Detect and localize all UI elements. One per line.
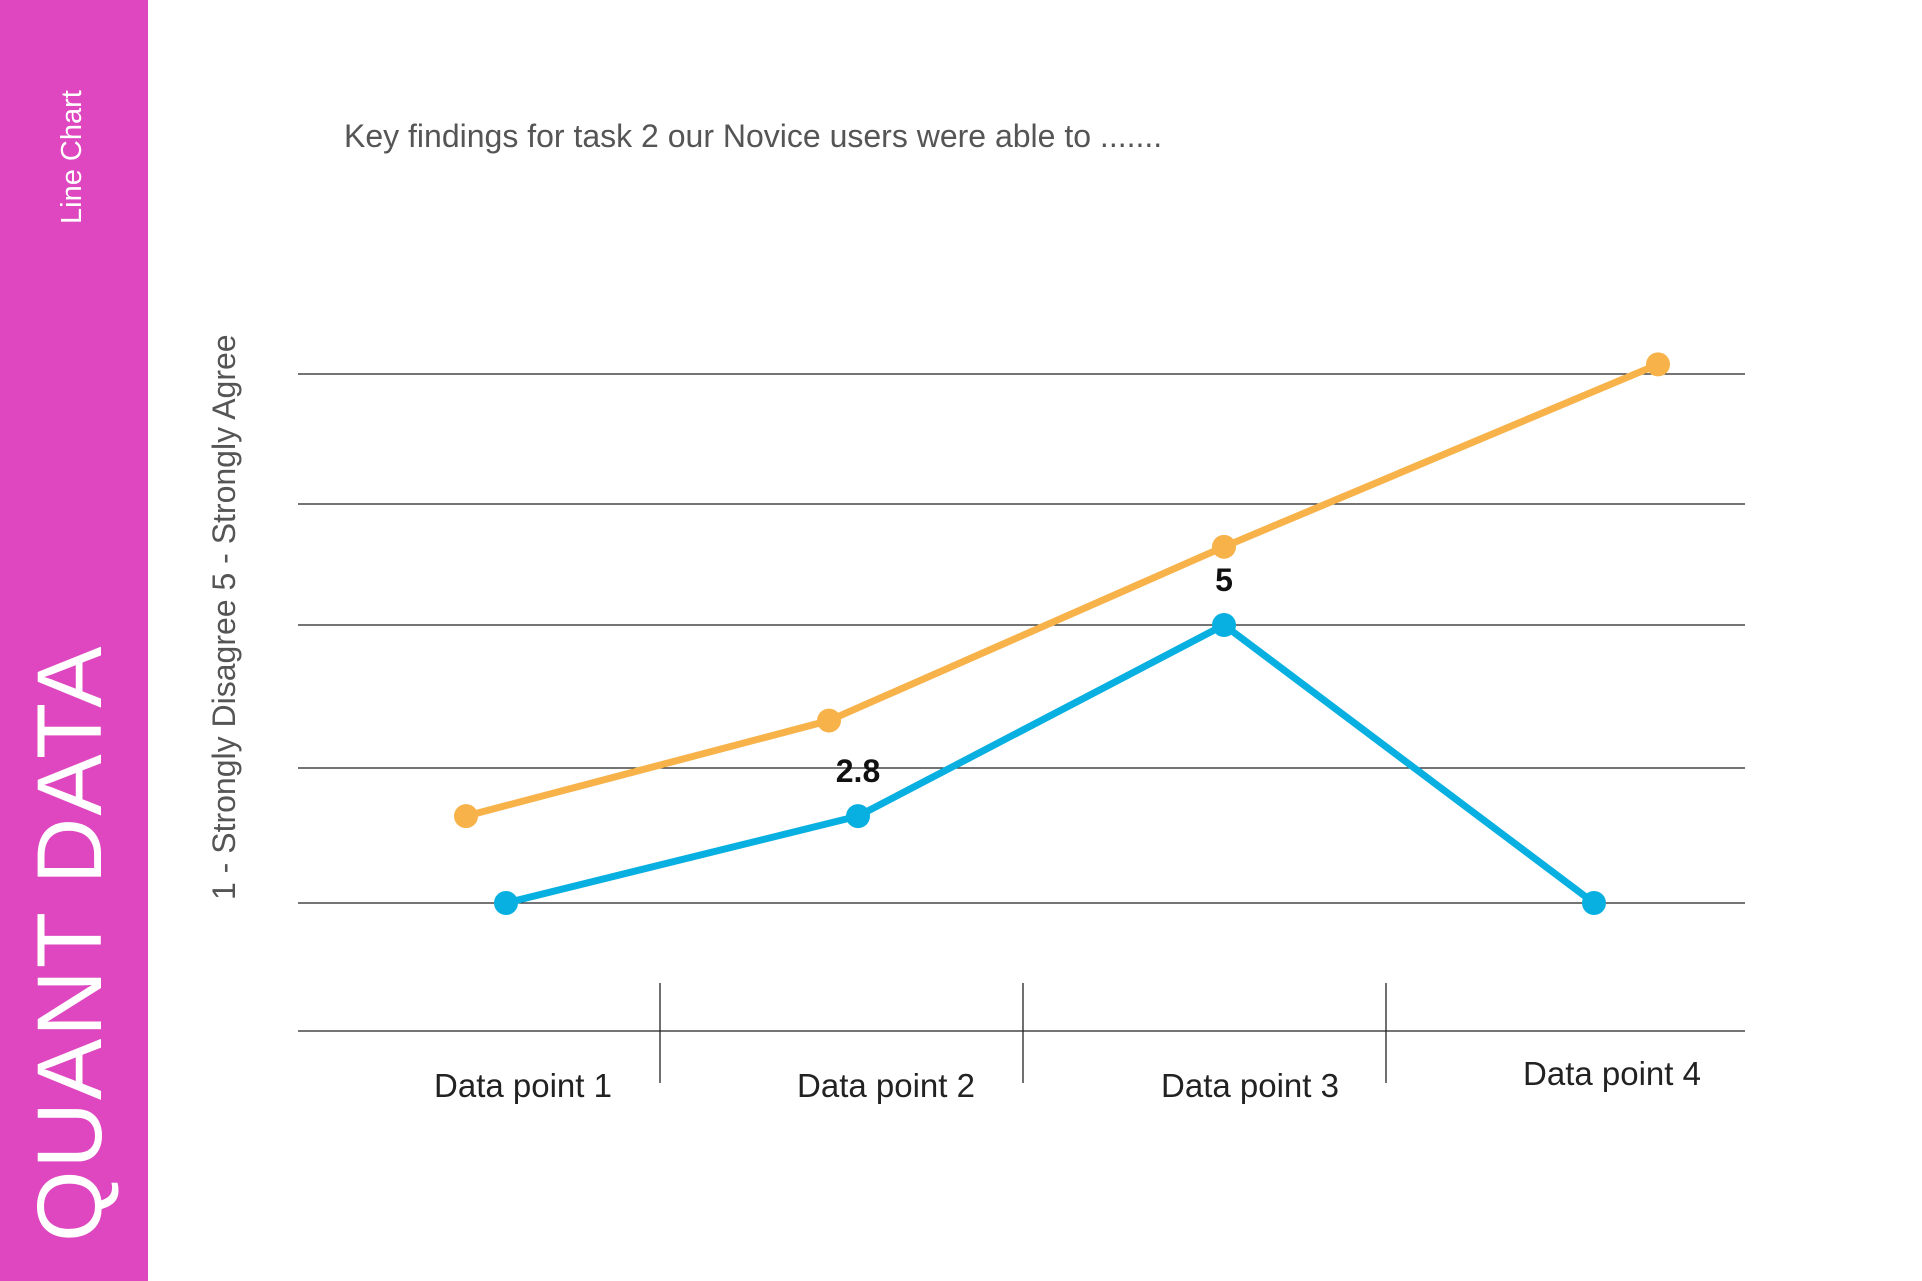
category-label: Data point 2 [797, 1067, 975, 1104]
data-label: 5 [1215, 562, 1233, 598]
category-label: Data point 1 [434, 1067, 612, 1104]
series-line [462, 360, 1662, 820]
data-point [1212, 613, 1236, 637]
data-point [1212, 534, 1236, 559]
series-line [502, 621, 1598, 907]
data-point [494, 891, 518, 915]
category-label: Data point 3 [1161, 1067, 1339, 1104]
data-point [1582, 891, 1606, 915]
data-point [1646, 352, 1670, 377]
data-label: 2.8 [836, 753, 880, 789]
data-point [817, 708, 841, 733]
data-point [846, 804, 870, 829]
sidebar: QUANT DATA Line Chart [0, 0, 148, 1281]
category-label: Data point 4 [1523, 1055, 1701, 1092]
key-findings-text: Key findings for task 2 our Novice users… [344, 118, 1163, 154]
data-point [454, 804, 478, 829]
